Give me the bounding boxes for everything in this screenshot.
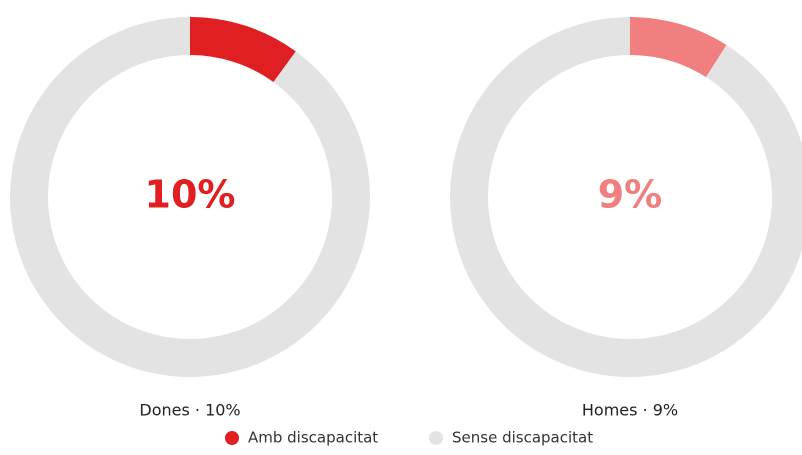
donut-segment xyxy=(630,17,727,78)
legend-label: Amb discapacitat xyxy=(248,429,378,447)
donut-segment xyxy=(190,17,296,83)
legend-label: Sense discapacitat xyxy=(452,429,593,447)
chart-title: Homes · 9% xyxy=(582,401,678,420)
chart-title: Dones · 10% xyxy=(139,401,240,420)
center-label: 9% xyxy=(598,173,663,217)
legend-marker xyxy=(225,431,239,445)
legend-marker xyxy=(429,431,443,445)
center-label: 10% xyxy=(145,173,236,217)
